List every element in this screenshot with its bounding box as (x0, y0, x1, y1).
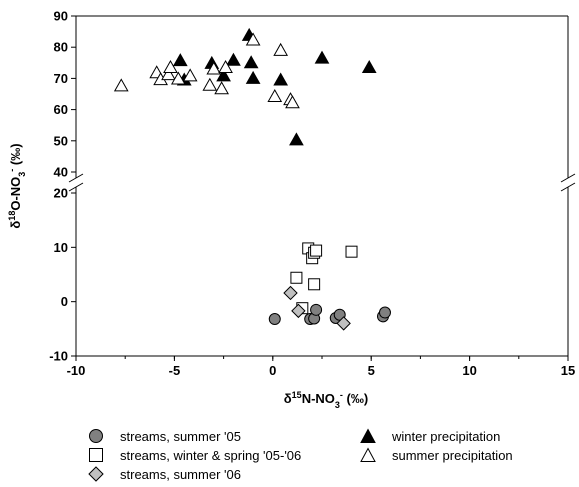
data-point-series-3 (245, 70, 261, 84)
data-point-series-4 (163, 59, 178, 73)
y-tick-label: 20 (54, 186, 68, 201)
data-point-series-1 (310, 244, 323, 257)
x-tick-label: -5 (169, 363, 181, 378)
y-tick-label: 90 (54, 9, 68, 24)
data-point-series-3 (361, 59, 377, 73)
y-axis-label: δ18O-NO3- (‰) (7, 143, 27, 228)
axis-break-left-1 (68, 173, 84, 183)
x-tick-label: -10 (67, 363, 86, 378)
data-point-series-4 (170, 71, 186, 85)
filled-triangle-marker-icon (360, 428, 376, 443)
data-point-series-2 (336, 316, 351, 331)
x-tick-label: 0 (269, 363, 276, 378)
legend-item-summer-precipitation: summer precipitation (360, 447, 513, 463)
data-point-series-2 (283, 285, 298, 301)
axis-break-left-2 (68, 182, 84, 192)
scatter-chart: -10 -5 0 5 10 15 40 50 60 70 80 90 -10 0 10 20 δ15N-NO3… (7, 9, 576, 410)
data-point-series-4 (285, 95, 300, 109)
data-point-series-3 (314, 50, 330, 64)
legend-item-winter-precipitation: winter precipitation (360, 428, 500, 444)
legend-item-streams-summer-06: streams, summer '06 (88, 466, 241, 482)
data-point-series-2 (291, 303, 306, 319)
open-square-marker-icon (89, 448, 103, 462)
y-tick-label: 10 (54, 240, 68, 255)
data-point-series-3 (273, 72, 289, 86)
y-tick-label: 60 (54, 102, 68, 117)
open-triangle-marker-icon (360, 447, 376, 462)
data-point-series-0 (310, 303, 323, 316)
legend-label: streams, summer '06 (120, 466, 241, 482)
data-point-series-0 (378, 306, 391, 319)
chart-tick-labels: -10 -5 0 5 10 15 40 50 60 70 80 90 -10 0 10 20 (49, 9, 575, 379)
y-tick-label: -10 (49, 349, 68, 364)
data-point-series-3 (243, 55, 259, 69)
data-point-series-4 (245, 32, 261, 46)
x-axis-label: δ15N-NO3- (‰) (284, 390, 368, 410)
data-point-series-3 (289, 132, 304, 146)
legend-item-streams-summer-05: streams, summer '05 (88, 428, 241, 444)
data-point-series-4 (267, 88, 283, 102)
data-point-series-4 (214, 81, 229, 95)
chart-marks (113, 27, 391, 331)
chart-axes (68, 15, 576, 361)
y-tick-label: 50 (54, 133, 68, 148)
axis-break-right-1 (560, 173, 576, 183)
y-tick-label: 80 (54, 40, 68, 55)
data-point-series-4 (202, 77, 218, 91)
legend-item-streams-winter-spring: streams, winter & spring '05-'06 (88, 447, 301, 463)
data-point-series-3 (216, 68, 231, 82)
axis-break-right-2 (560, 182, 576, 192)
legend-label: streams, winter & spring '05-'06 (120, 447, 302, 463)
data-point-series-4 (206, 61, 222, 75)
legend: streams, summer '05 streams, winter & sp… (88, 428, 558, 486)
data-point-series-4 (218, 59, 233, 73)
gray-circle-marker-icon (89, 429, 103, 443)
x-tick-label: 5 (368, 363, 375, 378)
gray-diamond-marker-icon (88, 466, 104, 482)
data-point-series-1 (290, 271, 303, 284)
axis-labels: δ15N-NO3- (‰) δ18O-NO3- (‰) (7, 143, 368, 410)
legend-label: summer precipitation (392, 447, 513, 463)
data-point-series-4 (182, 68, 198, 82)
x-tick-label: 15 (561, 363, 575, 378)
y-tick-label: 0 (61, 294, 68, 309)
data-point-series-1 (308, 278, 321, 291)
legend-label: streams, summer '05 (120, 428, 241, 444)
legend-label: winter precipitation (392, 428, 501, 444)
data-point-series-3 (172, 53, 188, 67)
x-tick-label: 10 (462, 363, 476, 378)
y-tick-label: 40 (54, 165, 68, 180)
data-point-series-4 (113, 78, 129, 92)
y-tick-label: 70 (54, 71, 68, 86)
data-point-series-0 (268, 313, 281, 326)
data-point-series-1 (345, 245, 358, 258)
data-point-series-4 (273, 42, 289, 56)
data-point-series-4 (161, 67, 176, 81)
data-point-series-3 (226, 52, 241, 66)
